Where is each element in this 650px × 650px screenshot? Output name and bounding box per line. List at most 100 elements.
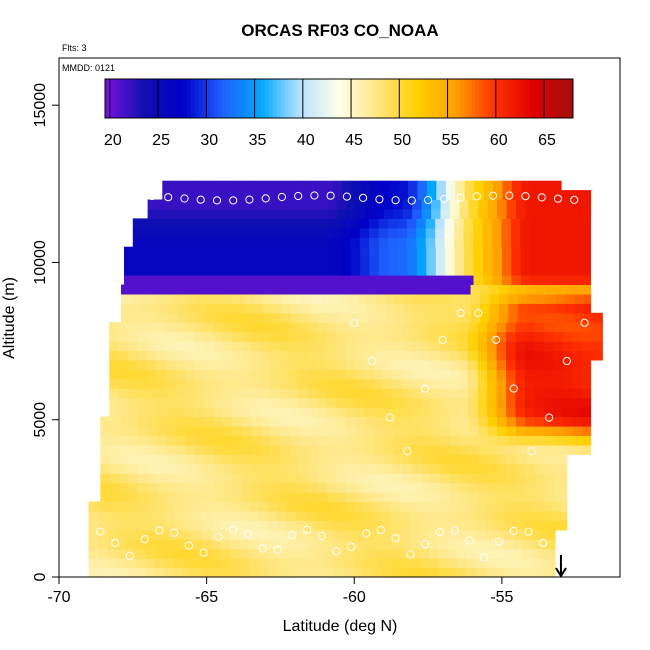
- heat-cell: [402, 360, 413, 370]
- heat-cell: [194, 435, 205, 446]
- heat-cell: [468, 199, 479, 210]
- heat-cell: [279, 397, 290, 408]
- heat-cell: [147, 322, 157, 333]
- colorbar-swatch: [327, 79, 332, 118]
- data-point: [524, 527, 533, 536]
- heat-cell: [581, 388, 592, 399]
- heat-cell: [369, 256, 380, 267]
- heat-cell: [468, 463, 479, 474]
- heat-cell: [230, 548, 241, 559]
- colorbar-swatch: [257, 79, 262, 118]
- heat-cell: [203, 322, 214, 333]
- heat-cell: [142, 237, 153, 248]
- heat-cell: [516, 492, 527, 503]
- heat-cell: [218, 265, 229, 276]
- heat-cell: [281, 312, 292, 323]
- heat-cell: [232, 199, 243, 210]
- heat-cell: [383, 397, 394, 408]
- heat-cell: [478, 482, 489, 493]
- heat-cell: [269, 369, 280, 380]
- heat-cell: [468, 331, 479, 342]
- heat-cell: [536, 293, 547, 304]
- heat-cell: [128, 350, 139, 361]
- heat-cell: [426, 190, 437, 201]
- heat-cell: [458, 350, 469, 361]
- heat-cell: [421, 435, 432, 446]
- heat-cell: [289, 426, 300, 436]
- heat-cell: [326, 341, 337, 352]
- heat-cell: [165, 341, 176, 352]
- heat-cell: [506, 369, 516, 380]
- heat-cell: [139, 284, 150, 295]
- heat-cell: [303, 246, 314, 257]
- heat-cell: [164, 539, 175, 550]
- heat-cell: [317, 350, 328, 361]
- heat-cell: [204, 199, 215, 210]
- heat-cell: [138, 444, 149, 455]
- heat-cell: [489, 293, 500, 304]
- heat-cell: [269, 397, 280, 408]
- colorbar-swatch: [249, 79, 254, 118]
- heat-cell: [457, 510, 467, 521]
- heat-cell: [542, 529, 553, 540]
- heat-cell: [385, 284, 396, 295]
- heat-cell: [578, 190, 589, 201]
- heat-cell: [308, 199, 319, 210]
- heat-cell: [118, 388, 129, 399]
- heat-cell: [416, 275, 427, 285]
- heat-cell: [419, 501, 430, 512]
- heat-cell: [326, 378, 337, 389]
- heat-cell: [473, 265, 484, 276]
- heat-cell: [211, 510, 222, 521]
- heat-cell: [158, 293, 169, 304]
- heat-cell: [400, 539, 411, 550]
- heat-cell: [343, 529, 354, 540]
- heat-cell: [261, 444, 271, 455]
- heat-cell: [281, 293, 292, 304]
- heat-cell: [126, 548, 137, 559]
- heat-cell: [118, 350, 129, 361]
- heat-cell: [385, 312, 396, 323]
- heat-cell: [449, 444, 460, 455]
- heat-cell: [324, 501, 335, 512]
- heat-cell: [194, 492, 205, 503]
- heat-cell: [466, 520, 477, 531]
- heat-cell: [412, 492, 423, 503]
- heat-cell: [175, 369, 186, 380]
- heat-cell: [457, 539, 467, 550]
- heat-cell: [383, 426, 394, 436]
- heat-cell: [562, 322, 573, 333]
- heat-cell: [421, 426, 432, 436]
- heat-cell: [128, 407, 139, 418]
- heat-cell: [423, 303, 434, 314]
- heat-cell: [166, 416, 177, 427]
- heat-cell: [543, 369, 554, 380]
- heat-cell: [270, 454, 281, 465]
- heat-cell: [161, 218, 172, 229]
- data-point: [406, 550, 415, 559]
- heat-cell: [536, 284, 547, 295]
- heat-cell: [402, 199, 413, 210]
- heat-cell: [413, 312, 424, 323]
- heat-cell: [222, 369, 233, 380]
- heat-cell: [516, 435, 527, 446]
- heat-cell: [402, 454, 413, 465]
- heat-cell: [397, 218, 408, 229]
- heat-cell: [161, 265, 172, 276]
- heat-cell: [567, 227, 578, 238]
- heat-cell: [243, 303, 254, 314]
- heat-cell: [524, 341, 535, 352]
- heat-cell: [591, 350, 602, 361]
- heat-cell: [158, 284, 169, 295]
- heat-cell: [249, 520, 260, 531]
- heat-cell: [270, 416, 281, 427]
- heat-cell: [511, 180, 522, 191]
- heat-cell: [152, 246, 163, 257]
- heat-cell: [288, 388, 299, 399]
- heat-cell: [421, 199, 432, 210]
- heat-cell: [366, 312, 377, 323]
- heat-cell: [374, 454, 385, 465]
- heat-cell: [553, 199, 564, 210]
- heat-cell: [232, 444, 243, 455]
- heat-cell: [406, 227, 417, 238]
